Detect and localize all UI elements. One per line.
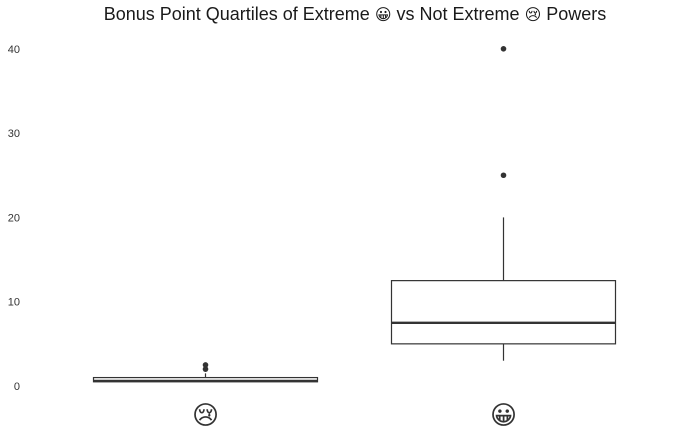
y-tick-label-30: 30 bbox=[8, 128, 20, 140]
y-tick-label-0: 0 bbox=[14, 381, 20, 393]
grin-emoji-icon: 😀 bbox=[374, 5, 392, 24]
outlier-point-1 bbox=[500, 46, 507, 52]
x-category-label-0: 😢 bbox=[192, 401, 219, 431]
y-axis: 0 10 20 30 40 bbox=[8, 44, 20, 393]
x-axis: 😢 😀 bbox=[192, 401, 517, 431]
x-category-label-1: 😀 bbox=[490, 401, 517, 431]
y-tick-label-20: 20 bbox=[8, 212, 20, 224]
outlier-point-1 bbox=[202, 362, 209, 368]
title-text-1: Bonus Point Quartiles of Extreme bbox=[103, 4, 370, 24]
title-text-2: vs Not Extreme bbox=[396, 4, 520, 24]
boxplot-series bbox=[92, 46, 617, 383]
title-text-3: Powers bbox=[546, 4, 607, 24]
outlier-point-0 bbox=[500, 172, 507, 179]
y-tick-label-10: 10 bbox=[8, 297, 20, 309]
y-tick-label-40: 40 bbox=[8, 44, 20, 56]
box-0 bbox=[92, 362, 319, 383]
iqr-box bbox=[390, 280, 617, 345]
chart-title: Bonus Point Quartiles of Extreme 😀 vs No… bbox=[0, 4, 690, 25]
outlier-point-0 bbox=[202, 366, 209, 372]
sad-emoji-icon: 😢 bbox=[524, 5, 542, 24]
box-1 bbox=[390, 46, 617, 361]
